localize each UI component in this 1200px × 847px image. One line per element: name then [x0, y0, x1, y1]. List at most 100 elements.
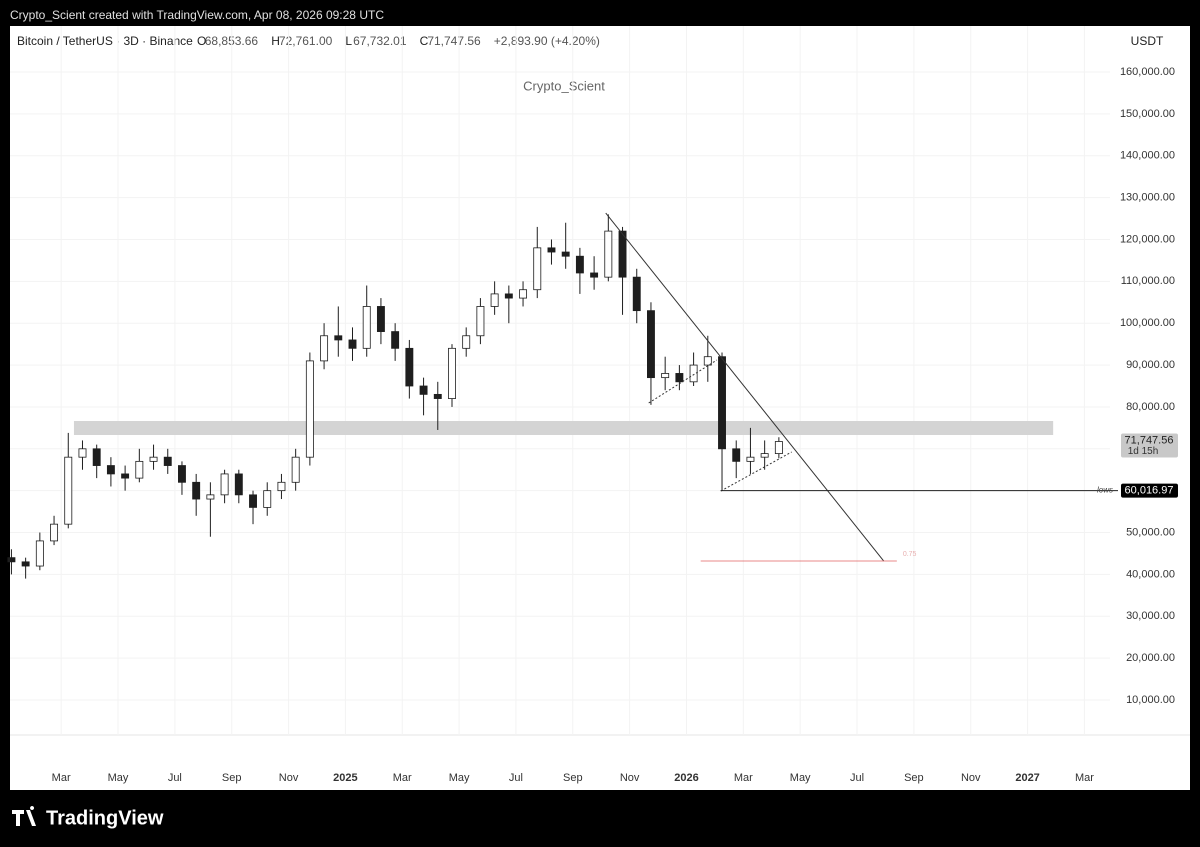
candle-body: [305, 360, 314, 458]
candle-body: [448, 347, 456, 399]
last-price-bg: [1121, 433, 1178, 458]
x-tick-label: Nov: [961, 772, 981, 784]
candle-body: [746, 456, 755, 462]
target-label: 0.75: [903, 551, 917, 558]
y-tick-label: 10,000.00: [1126, 694, 1175, 706]
y-tick-label: 140,000.00: [1120, 150, 1175, 162]
candle-body: [391, 331, 400, 349]
top-bar: Crypto_Scient created with TradingView.c…: [10, 8, 384, 22]
candle-body: [21, 561, 30, 567]
lows-label: 60,016.97: [1125, 485, 1174, 497]
countdown: 1d 15h: [1128, 446, 1159, 457]
x-tick-label: Jul: [168, 772, 182, 784]
x-tick-label: Mar: [52, 772, 71, 784]
candle-body: [178, 465, 186, 483]
candle-body: [604, 230, 613, 278]
candle-body: [277, 481, 286, 492]
candle-body: [490, 293, 499, 307]
y-tick-label: 160,000.00: [1120, 66, 1175, 78]
ohlc-value: 71,747.56: [427, 34, 481, 48]
ohlc-value: 72,761.00: [279, 34, 333, 48]
candle-body: [675, 373, 684, 383]
candle-body: [732, 448, 741, 462]
candle-body: [760, 453, 769, 458]
candle-body: [533, 247, 542, 291]
candle-body: [547, 247, 556, 253]
y-tick-label: 120,000.00: [1120, 233, 1175, 245]
ohlc-value: 67,732.01: [353, 34, 407, 48]
candle-body: [121, 473, 130, 479]
zone: [73, 421, 1054, 435]
ohlc-key: O: [197, 34, 206, 48]
candle-body: [263, 490, 272, 508]
candle-body: [774, 441, 783, 455]
y-tick-label: 40,000.00: [1126, 568, 1175, 580]
trendline: [605, 212, 885, 562]
candle-body: [291, 456, 300, 483]
x-tick-label: Sep: [563, 772, 583, 784]
y-tick-label: 130,000.00: [1120, 192, 1175, 204]
candle-body: [7, 557, 16, 563]
ohlc-key: L: [345, 34, 352, 48]
y-tick-label: 30,000.00: [1126, 610, 1175, 622]
candle-body: [575, 255, 584, 274]
candle-body: [249, 494, 257, 508]
ohlc-key: C: [420, 34, 429, 48]
x-tick-label: Jul: [850, 772, 864, 784]
y-tick-label: 90,000.00: [1126, 359, 1175, 371]
symbol-title: Bitcoin / TetherUS · 3D · Binance: [17, 34, 193, 48]
candle-body: [504, 293, 513, 299]
y-tick-label: 150,000.00: [1120, 108, 1175, 120]
y-tick-label: 110,000.00: [1121, 275, 1175, 287]
y-tick-label: 80,000.00: [1126, 401, 1175, 413]
candle-body: [64, 456, 73, 525]
x-tick-label: Nov: [620, 772, 640, 784]
x-tick-label: Mar: [1075, 772, 1094, 784]
candle-body: [334, 335, 343, 341]
watermark: Crypto_Scient: [523, 78, 605, 93]
candle-body: [35, 540, 44, 567]
x-tick-label: May: [449, 772, 470, 784]
candle-body: [92, 448, 101, 466]
candle-body: [206, 494, 215, 500]
x-tick-label: Mar: [393, 772, 412, 784]
ohlc-change: +2,893.90 (+4.20%): [494, 34, 600, 48]
candle-body: [647, 310, 655, 379]
candle-body: [561, 251, 570, 257]
brand-name: TradingView: [46, 807, 164, 829]
candle-body: [661, 373, 670, 379]
candle-body: [419, 385, 428, 395]
candle-body: [433, 393, 442, 399]
brand-logo: TradingView: [12, 806, 164, 829]
last-price-label: 71,747.56: [1125, 434, 1174, 446]
y-tick-label: 100,000.00: [1120, 317, 1175, 329]
candle-body: [376, 306, 385, 332]
y-tick-label: 50,000.00: [1126, 526, 1175, 538]
ohlc-key: H: [271, 34, 280, 48]
candle-body: [703, 356, 712, 366]
candle-body: [632, 276, 641, 312]
candle-body: [590, 272, 599, 278]
x-tick-label: 2026: [674, 772, 698, 784]
candle-body: [476, 306, 485, 337]
y-tick-label: 20,000.00: [1126, 652, 1175, 664]
x-tick-label: Jul: [509, 772, 523, 784]
chart-panel: [10, 26, 1190, 790]
candle-body: [462, 335, 471, 349]
candle-body: [519, 289, 528, 299]
candle-body: [362, 306, 371, 349]
x-tick-label: Sep: [222, 772, 242, 784]
x-tick-label: Sep: [904, 772, 924, 784]
candle-body: [320, 335, 329, 362]
pattern-line: [720, 451, 792, 492]
brand-icon: [12, 806, 36, 826]
candle-body: [220, 473, 229, 496]
candle-body: [689, 364, 698, 383]
x-tick-label: May: [790, 772, 811, 784]
candle-body: [135, 460, 144, 479]
x-tick-label: 2027: [1015, 772, 1039, 784]
candle-body: [50, 523, 59, 542]
currency: USDT: [1131, 34, 1164, 48]
